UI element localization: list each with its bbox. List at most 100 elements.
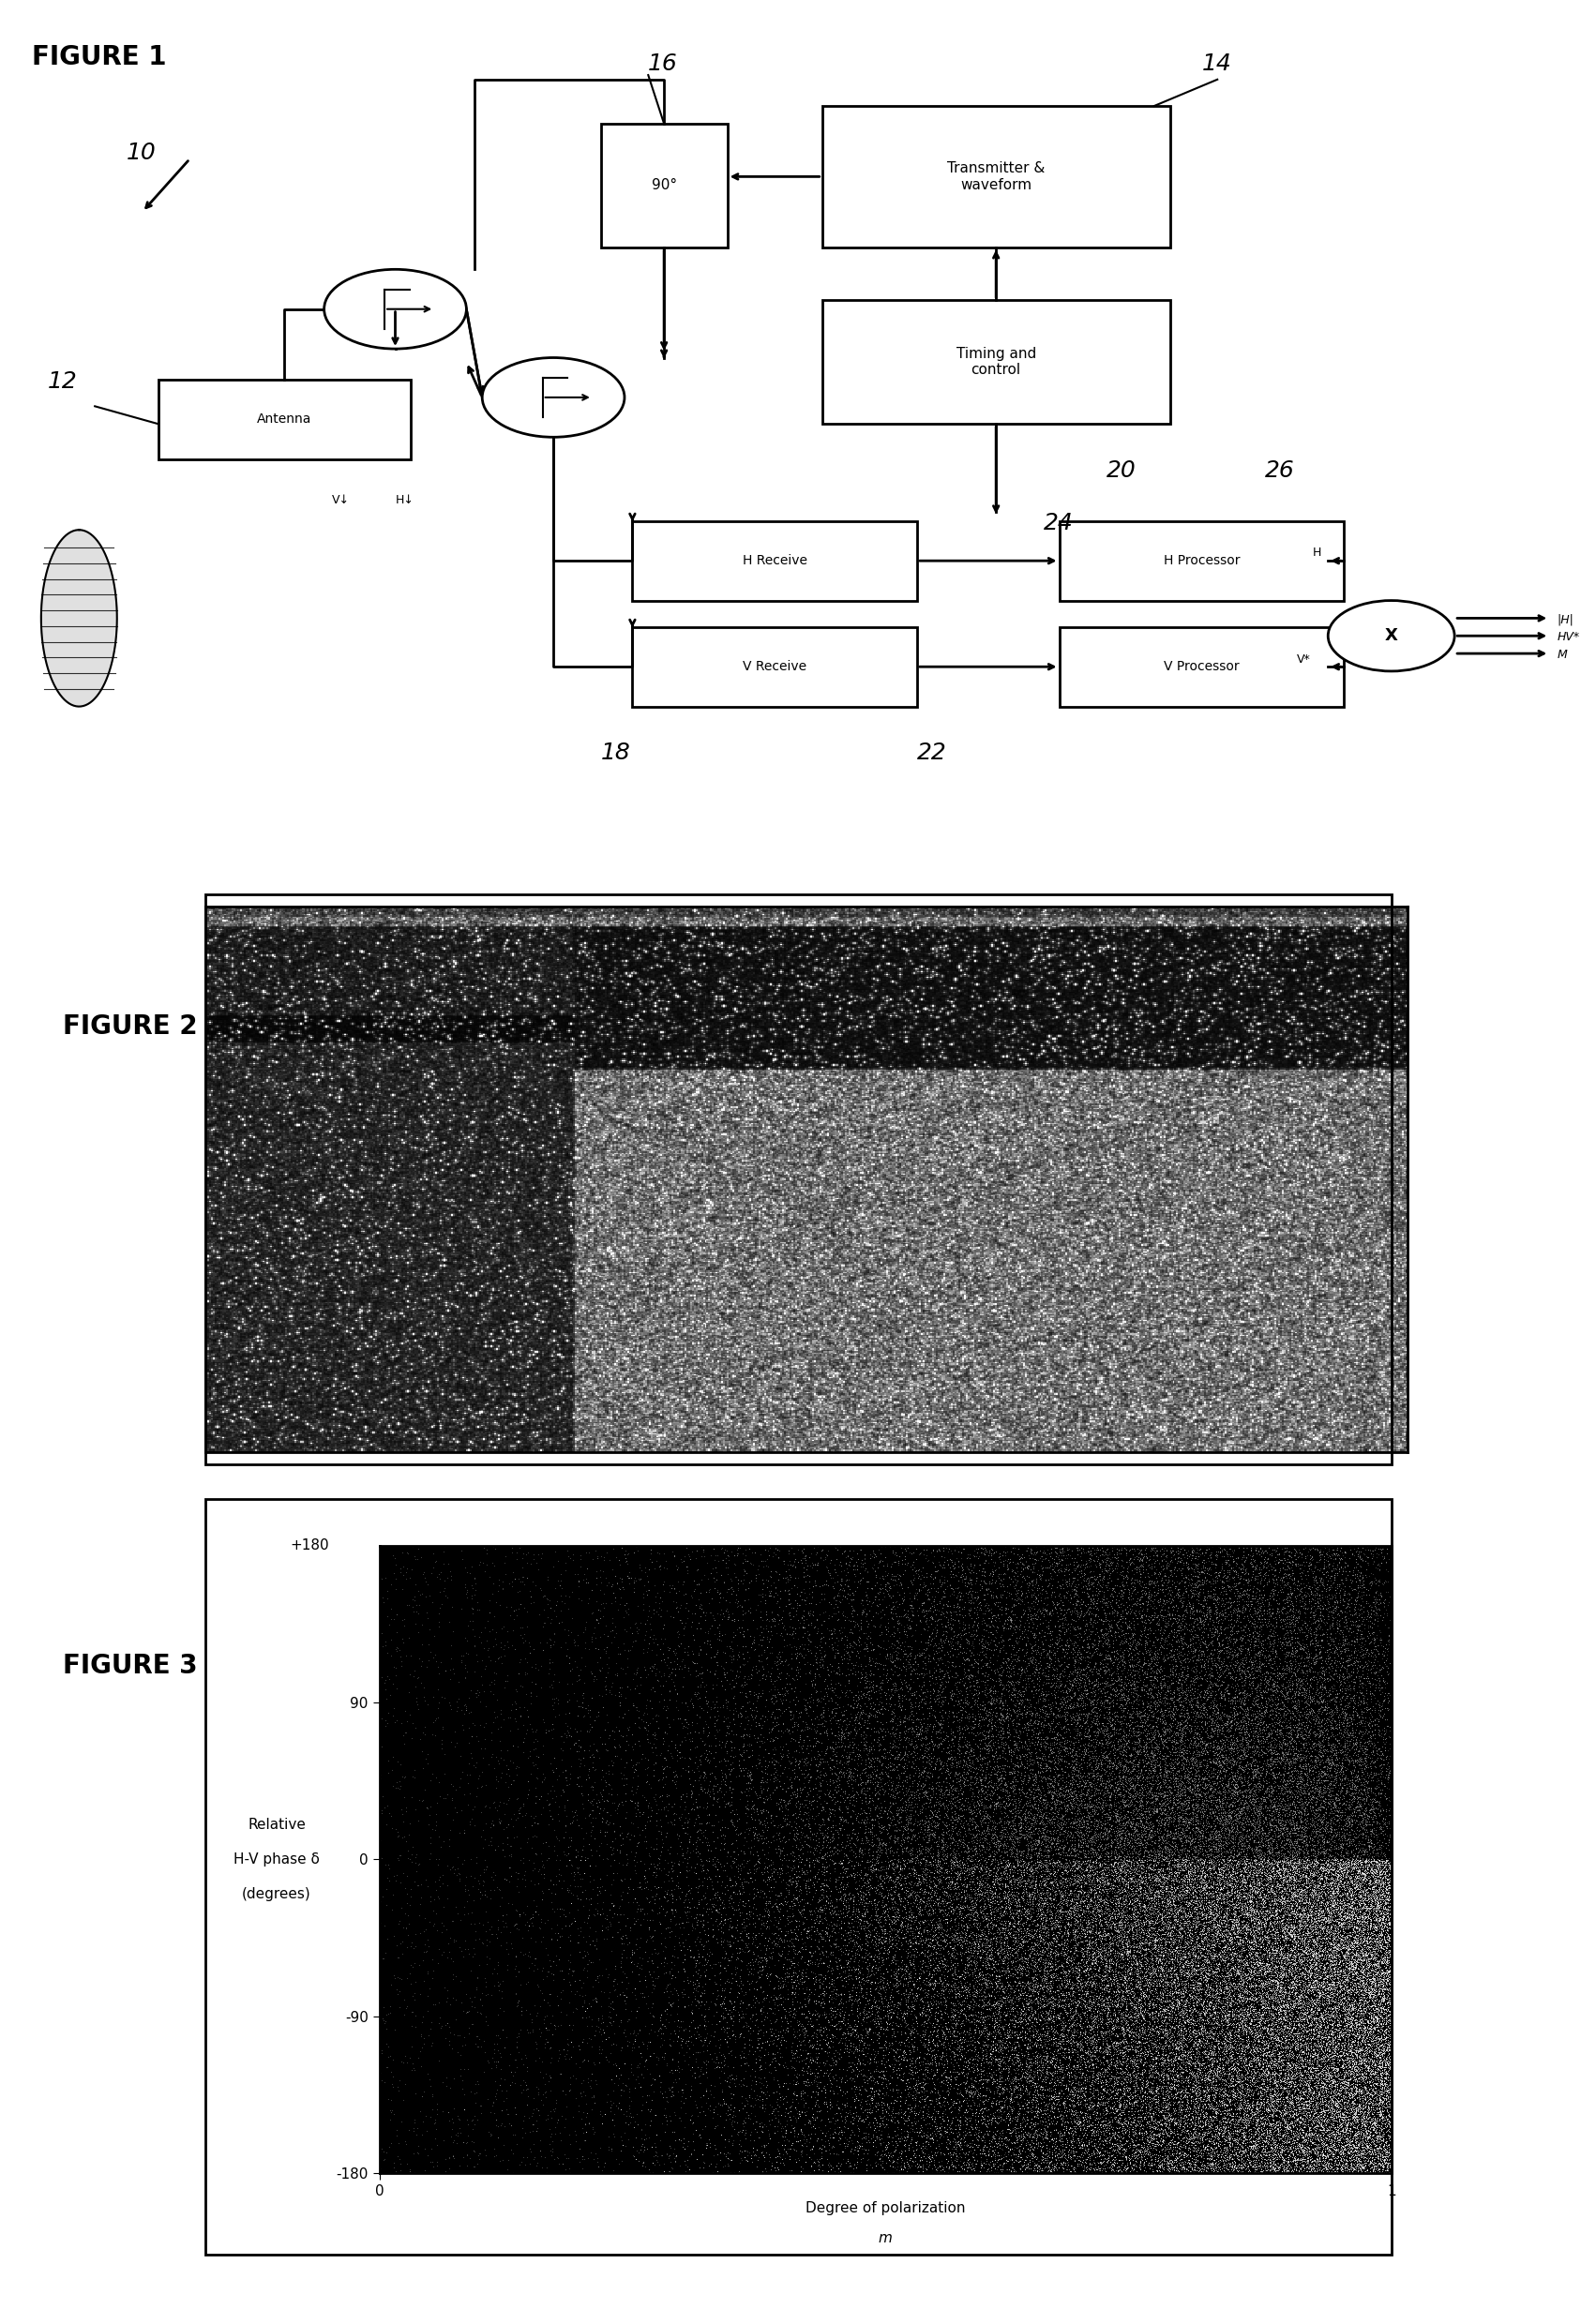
- Point: [1284, 1592, 1309, 1629]
- Point: [926, 1950, 952, 1987]
- Point: [1339, 1875, 1364, 1913]
- Point: [996, 1936, 1021, 1973]
- Point: [1078, 1687, 1104, 1724]
- Point: [672, 1538, 697, 1576]
- Point: [1034, 1859, 1059, 1896]
- Point: [721, 1845, 746, 1882]
- Point: [1254, 1959, 1279, 1996]
- Point: [982, 1841, 1007, 1878]
- Point: [1326, 2013, 1352, 2050]
- Point: [1260, 1662, 1285, 1699]
- Point: [1200, 1857, 1225, 1894]
- Point: [642, 1868, 667, 1906]
- Point: [711, 1824, 737, 1862]
- Point: [1111, 1799, 1137, 1836]
- Point: [1355, 2073, 1380, 2110]
- Point: [1135, 2129, 1160, 2166]
- Point: [1050, 2110, 1075, 2147]
- Point: [1262, 2131, 1287, 2168]
- Point: [1251, 2133, 1276, 2171]
- Point: [1295, 1864, 1320, 1901]
- Point: [1031, 1957, 1056, 1994]
- Point: [832, 2015, 857, 2052]
- Point: [1285, 1592, 1311, 1629]
- Point: [906, 1755, 931, 1792]
- Point: [730, 1908, 756, 1945]
- Point: [1306, 2064, 1331, 2101]
- Point: [1277, 1882, 1303, 1920]
- Point: [768, 1683, 794, 1720]
- Point: [1209, 1701, 1235, 1738]
- Point: [1050, 1873, 1075, 1910]
- Point: [1260, 2022, 1285, 2059]
- Point: [1129, 2071, 1154, 2108]
- Point: [909, 2071, 934, 2108]
- Point: [852, 1808, 877, 1845]
- Point: [1072, 1887, 1097, 1924]
- Point: [1083, 1643, 1108, 1680]
- Point: [1328, 1864, 1353, 1901]
- Point: [1277, 2038, 1303, 2075]
- Point: [1241, 1906, 1266, 1943]
- Point: [1097, 1543, 1123, 1580]
- Point: [647, 1652, 672, 1690]
- Point: [1208, 1910, 1233, 1948]
- Point: [1104, 1855, 1129, 1892]
- Point: [1241, 1780, 1266, 1817]
- Point: [1184, 1750, 1209, 1787]
- Point: [1342, 1961, 1368, 1999]
- Point: [1353, 2145, 1379, 2182]
- Point: [1172, 1906, 1197, 1943]
- Point: [1356, 1776, 1382, 1813]
- Point: [1069, 1931, 1094, 1968]
- Point: [1135, 1855, 1160, 1892]
- Point: [1195, 1943, 1221, 1980]
- Point: [1124, 1731, 1149, 1769]
- Point: [1375, 2068, 1401, 2106]
- Point: [1209, 2054, 1235, 2092]
- Point: [939, 2015, 964, 2052]
- Point: [1263, 1783, 1289, 1820]
- Point: [1285, 1850, 1311, 1887]
- Point: [797, 1813, 822, 1850]
- Point: [860, 1787, 885, 1824]
- Point: [1315, 1624, 1341, 1662]
- Point: [1178, 1824, 1203, 1862]
- Point: [915, 1543, 941, 1580]
- Point: [1287, 1808, 1312, 1845]
- Point: [865, 1896, 890, 1934]
- Point: [821, 1629, 846, 1666]
- Point: [1020, 2126, 1045, 2164]
- Point: [1361, 2147, 1387, 2185]
- Point: [1140, 1971, 1165, 2008]
- Point: [413, 1862, 438, 1899]
- Point: [1129, 1808, 1154, 1845]
- Point: [1315, 1971, 1341, 2008]
- Point: [1222, 1827, 1247, 1864]
- Point: [1289, 1931, 1314, 1968]
- Point: [1284, 1692, 1309, 1729]
- Point: [1124, 1734, 1149, 1771]
- Point: [1274, 1557, 1300, 1594]
- Point: [678, 1848, 704, 1885]
- Point: [922, 1655, 947, 1692]
- Point: [1001, 2001, 1026, 2038]
- Point: [1295, 2131, 1320, 2168]
- Point: [865, 1996, 890, 2034]
- Point: [1225, 2136, 1251, 2173]
- Point: [1353, 2101, 1379, 2138]
- Point: [1270, 1859, 1295, 1896]
- Point: [980, 1968, 1006, 2006]
- Point: [1081, 2110, 1107, 2147]
- Point: [1281, 2152, 1306, 2189]
- Point: [1092, 1532, 1118, 1569]
- Point: [857, 1694, 882, 1731]
- Point: [1080, 1943, 1105, 1980]
- Point: [1282, 1908, 1307, 1945]
- Point: [1266, 2047, 1292, 2085]
- Point: [1064, 1961, 1089, 1999]
- Point: [1173, 2154, 1198, 2192]
- Point: [536, 1952, 561, 1989]
- Point: [1225, 2089, 1251, 2126]
- Point: [1246, 2122, 1271, 2159]
